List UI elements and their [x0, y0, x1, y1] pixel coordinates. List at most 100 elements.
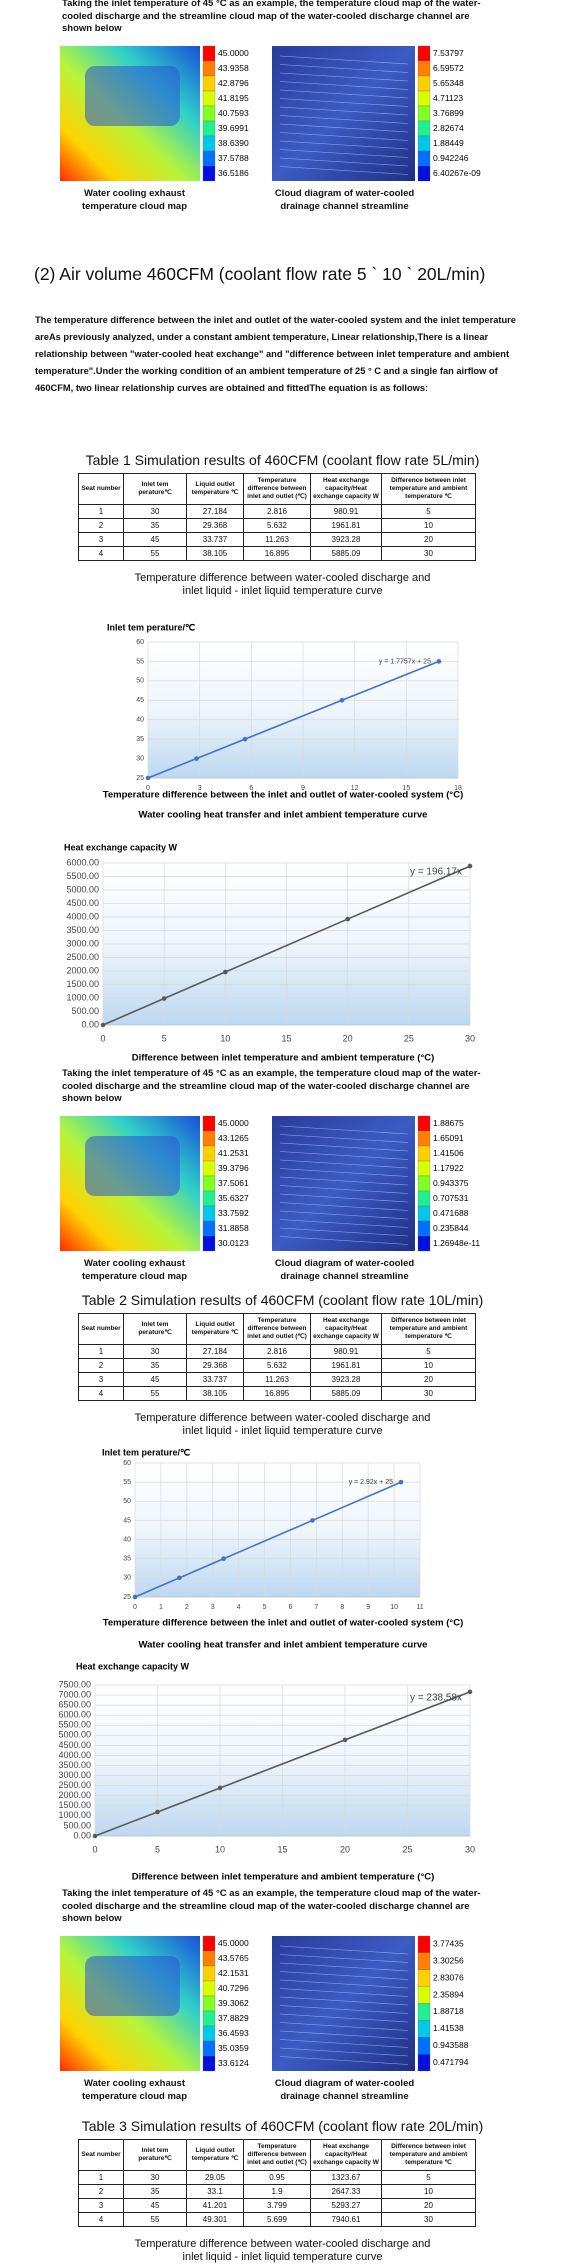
y-tick-label: 55	[136, 658, 144, 665]
table-cell: 5.632	[243, 518, 311, 533]
streamline	[279, 1168, 409, 1177]
color-scale-cell	[417, 1175, 431, 1192]
color-scale-cell	[202, 2010, 216, 2027]
y-tick-label: 7000.00	[58, 1689, 91, 1699]
left-color-scale-label: 38.6390	[218, 138, 249, 148]
color-scale-cell	[202, 1950, 216, 1967]
left-color-scale-label: 43.9358	[218, 63, 249, 73]
x-tick-label: 2	[185, 1604, 189, 1611]
table-cell: 3.799	[243, 2198, 311, 2213]
color-scale-cell	[417, 150, 431, 167]
y-tick-label: 6000.00	[58, 1710, 91, 1720]
x-tick-label: 10	[220, 1033, 230, 1043]
table-header-cell: Heat exchange capacity/Heat exchange cap…	[310, 2139, 382, 2171]
data-point	[223, 969, 228, 975]
table-row: 2 35 29.368 5.632 1961.81 10	[78, 518, 476, 533]
left-figure-caption: Water cooling exhaust temperature cloud …	[81, 188, 188, 212]
table-header-cell: Liquid outlet temperature ℃	[186, 2139, 244, 2171]
color-scale-cell	[202, 1160, 216, 1177]
table-header-cell: Inlet tem perature℃	[123, 2139, 187, 2171]
right-figure-caption: Cloud diagram of water-cooled drainage c…	[274, 188, 415, 212]
streamline	[279, 64, 409, 73]
figure-note: Taking the inlet temperature of 45 °C as…	[62, 0, 481, 34]
table-cell: 41.201	[186, 2198, 244, 2213]
y-tick-label: 40	[123, 1536, 131, 1543]
y-tick-label: 500.00	[63, 1820, 91, 1830]
y-tick-label: 2500.00	[66, 952, 99, 962]
color-scale-cell	[417, 1235, 431, 1252]
data-point	[177, 1575, 182, 1581]
table-cell: 55	[123, 1386, 187, 1401]
table-cell: 30	[123, 2170, 187, 2185]
streamline	[279, 2030, 409, 2040]
y-tick-label: 4500.00	[66, 898, 99, 908]
color-scale-cell	[417, 2053, 431, 2072]
streamline	[279, 1210, 409, 1220]
right-color-scale-label: 1.41538	[433, 2023, 464, 2033]
table-header-cell: Seat number	[78, 1313, 124, 1345]
y-axis-label: Inlet tem perature/℃	[102, 1447, 190, 1457]
left-color-scale-label: 39.3796	[218, 1163, 249, 1173]
plot-area	[135, 1463, 420, 1597]
data-point	[242, 736, 248, 742]
table-cell: 33.737	[186, 1372, 244, 1387]
streamline	[279, 1954, 409, 1963]
table-cell: 16.895	[243, 1386, 311, 1401]
table-cell: 1	[78, 504, 124, 519]
color-scale-cell	[202, 1935, 216, 1952]
right-color-scale-label: 2.35894	[433, 1989, 464, 1999]
x-tick-label: 0	[133, 1604, 137, 1611]
table-cell: 980.91	[310, 1344, 382, 1359]
table-cell: 20	[381, 532, 476, 547]
streamline	[279, 1219, 409, 1228]
color-scale-cell	[417, 165, 431, 182]
table-cell: 5	[381, 2170, 476, 2185]
table-cell: 5885.09	[310, 1386, 382, 1401]
y-tick-label: 30	[123, 1575, 131, 1582]
right-color-scale-label: 0.471688	[433, 1208, 469, 1218]
x-tick-label: 9	[301, 785, 305, 792]
right-color-scale-label: 6.40267e-09	[433, 168, 481, 178]
table-cell: 3	[78, 2198, 124, 2213]
left-color-scale-label: 42.8796	[218, 78, 249, 88]
left-color-scale-label: 45.0000	[218, 48, 249, 58]
color-scale-cell	[417, 1986, 431, 2004]
left-color-scale-label: 37.8829	[218, 2013, 249, 2023]
streamline	[279, 81, 409, 90]
table-caption: Temperature difference between water-coo…	[134, 2238, 431, 2263]
table-cell: 2.816	[243, 1344, 311, 1359]
streamline	[279, 2039, 409, 2048]
right-color-scale-label: 0.942246	[433, 153, 469, 163]
data-point	[339, 697, 345, 703]
table-header-row: Seat number Inlet tem perature℃ Liquid out…	[78, 1313, 476, 1345]
table-cell: 980.91	[310, 504, 382, 519]
right-color-scale-label: 1.65091	[433, 1133, 464, 1143]
table-cell: 30	[123, 504, 187, 519]
y-tick-label: 4500.00	[58, 1740, 91, 1750]
y-tick-label: 1500.00	[66, 979, 99, 989]
right-color-scale-label: 0.235844	[433, 1223, 469, 1233]
left-color-scale-label: 39.3062	[218, 1998, 249, 2008]
x-tick-label: 6	[289, 1604, 293, 1611]
table-cell: 11.263	[243, 532, 311, 547]
table-cell: 27.184	[186, 1344, 244, 1359]
streamline-image	[272, 46, 415, 181]
y-tick-label: 2500.00	[58, 1780, 91, 1790]
table-row: 3 45 33.737 11.263 3923.28 20	[78, 532, 476, 547]
body-paragraph: The temperature difference between the i…	[35, 315, 516, 393]
color-scale-cell	[417, 1220, 431, 1237]
table-cell: 55	[123, 2212, 187, 2227]
color-scale-cell	[202, 75, 216, 92]
right-color-scale-label: 1.88675	[433, 1118, 464, 1128]
x-tick-label: 6	[249, 785, 253, 792]
y-tick-label: 3500.00	[58, 1760, 91, 1770]
x-tick-label: 10	[390, 1604, 398, 1611]
x-tick-label: 9	[366, 1604, 370, 1611]
trend-equation: y = 238.58x	[410, 1693, 462, 1704]
table-cell: 2.816	[243, 504, 311, 519]
table-header-cell: Difference between inlet temperature and…	[381, 2139, 476, 2171]
streamline	[279, 1227, 409, 1237]
streamline	[279, 2047, 409, 2057]
x-tick-label: 8	[340, 1604, 344, 1611]
